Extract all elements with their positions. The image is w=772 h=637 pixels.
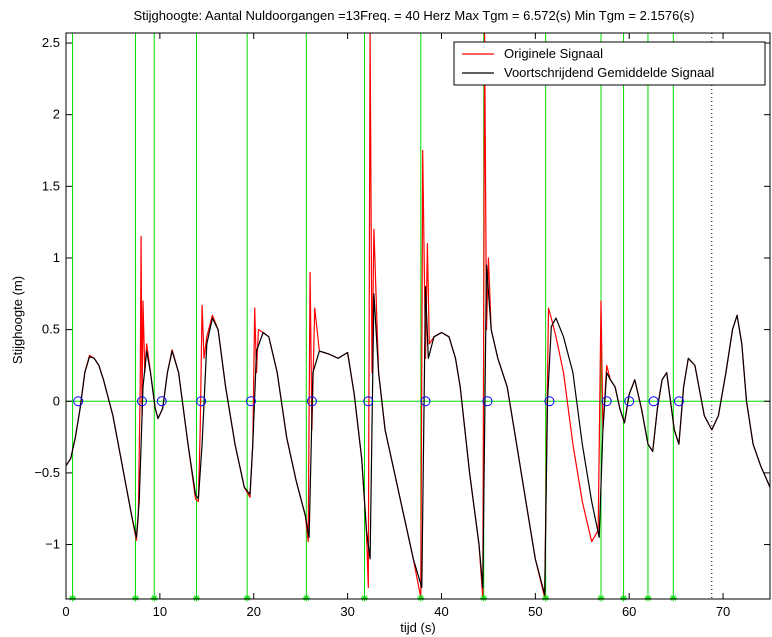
star-marker-12 <box>644 594 652 602</box>
x-tick-label-2: 20 <box>246 604 260 619</box>
legend-box <box>453 41 766 86</box>
crossing-marker-11 <box>624 396 635 407</box>
plot-background <box>66 33 770 599</box>
y-tick-label-5: 1.5 <box>42 178 60 193</box>
crossing-marker-1 <box>137 396 148 407</box>
plot-area: 0 10 20 30 40 50 60 70 −1 −0.5 0 0.5 1 1.5 2 2.5 <box>34 32 771 619</box>
x-tick-label-5: 50 <box>528 604 542 619</box>
y-tick-label-4: 1 <box>53 250 60 265</box>
star-marker-9 <box>542 594 550 602</box>
legend-label-smoothed: Voortschrijdend Gemiddelde Signaal <box>504 65 714 80</box>
star-marker-10 <box>597 594 605 602</box>
y-tick-label-6: 2 <box>53 107 60 122</box>
star-marker-8 <box>480 594 488 602</box>
star-marker-11 <box>620 594 628 602</box>
star-marker-3 <box>192 594 200 602</box>
y-tick-label-0: −1 <box>45 537 60 552</box>
crossing-marker-9 <box>544 396 555 407</box>
legend-label-original: Originele Signaal <box>504 46 603 61</box>
x-tick-label-0: 0 <box>62 604 69 619</box>
crossing-marker-12 <box>648 396 659 407</box>
crossing-marker-8 <box>482 396 493 407</box>
x-tick-label-7: 70 <box>716 604 730 619</box>
star-marker-1 <box>131 594 139 602</box>
crossing-marker-3 <box>196 396 207 407</box>
x-axis-label: tijd (s) <box>400 620 435 635</box>
chart-title: Stijghoogte: Aantal Nuldoorgangen =13Fre… <box>134 8 695 23</box>
axes-box <box>65 32 771 600</box>
y-tick-label-3: 0.5 <box>42 322 60 337</box>
series-line-smoothed <box>66 264 770 596</box>
star-marker-6 <box>360 594 368 602</box>
crossing-marker-7 <box>420 396 431 407</box>
crossing-marker-13 <box>673 396 684 407</box>
crossing-marker-10 <box>601 396 612 407</box>
y-tick-label-7: 2.5 <box>42 35 60 50</box>
x-tick-label-6: 60 <box>622 604 636 619</box>
legend: Originele Signaal Voortschrijdend Gemidd… <box>453 41 766 86</box>
x-tick-label-3: 30 <box>340 604 354 619</box>
x-tick-label-1: 10 <box>153 604 167 619</box>
y-tick-label-2: 0 <box>53 393 60 408</box>
y-tick-label-1: −0.5 <box>34 465 60 480</box>
x-tick-label-4: 40 <box>434 604 448 619</box>
crossing-marker-6 <box>363 396 374 407</box>
crossing-marker-2 <box>156 396 167 407</box>
y-axis-label: Stijghoogte (m) <box>10 276 25 364</box>
star-marker-7 <box>417 594 425 602</box>
star-marker-2 <box>150 594 158 602</box>
star-marker-4 <box>243 594 251 602</box>
star-marker-0 <box>69 594 77 602</box>
star-marker-13 <box>669 594 677 602</box>
star-marker-5 <box>302 594 310 602</box>
crossing-marker-5 <box>306 396 317 407</box>
crossing-marker-4 <box>245 396 256 407</box>
crossing-marker-0 <box>73 396 84 407</box>
